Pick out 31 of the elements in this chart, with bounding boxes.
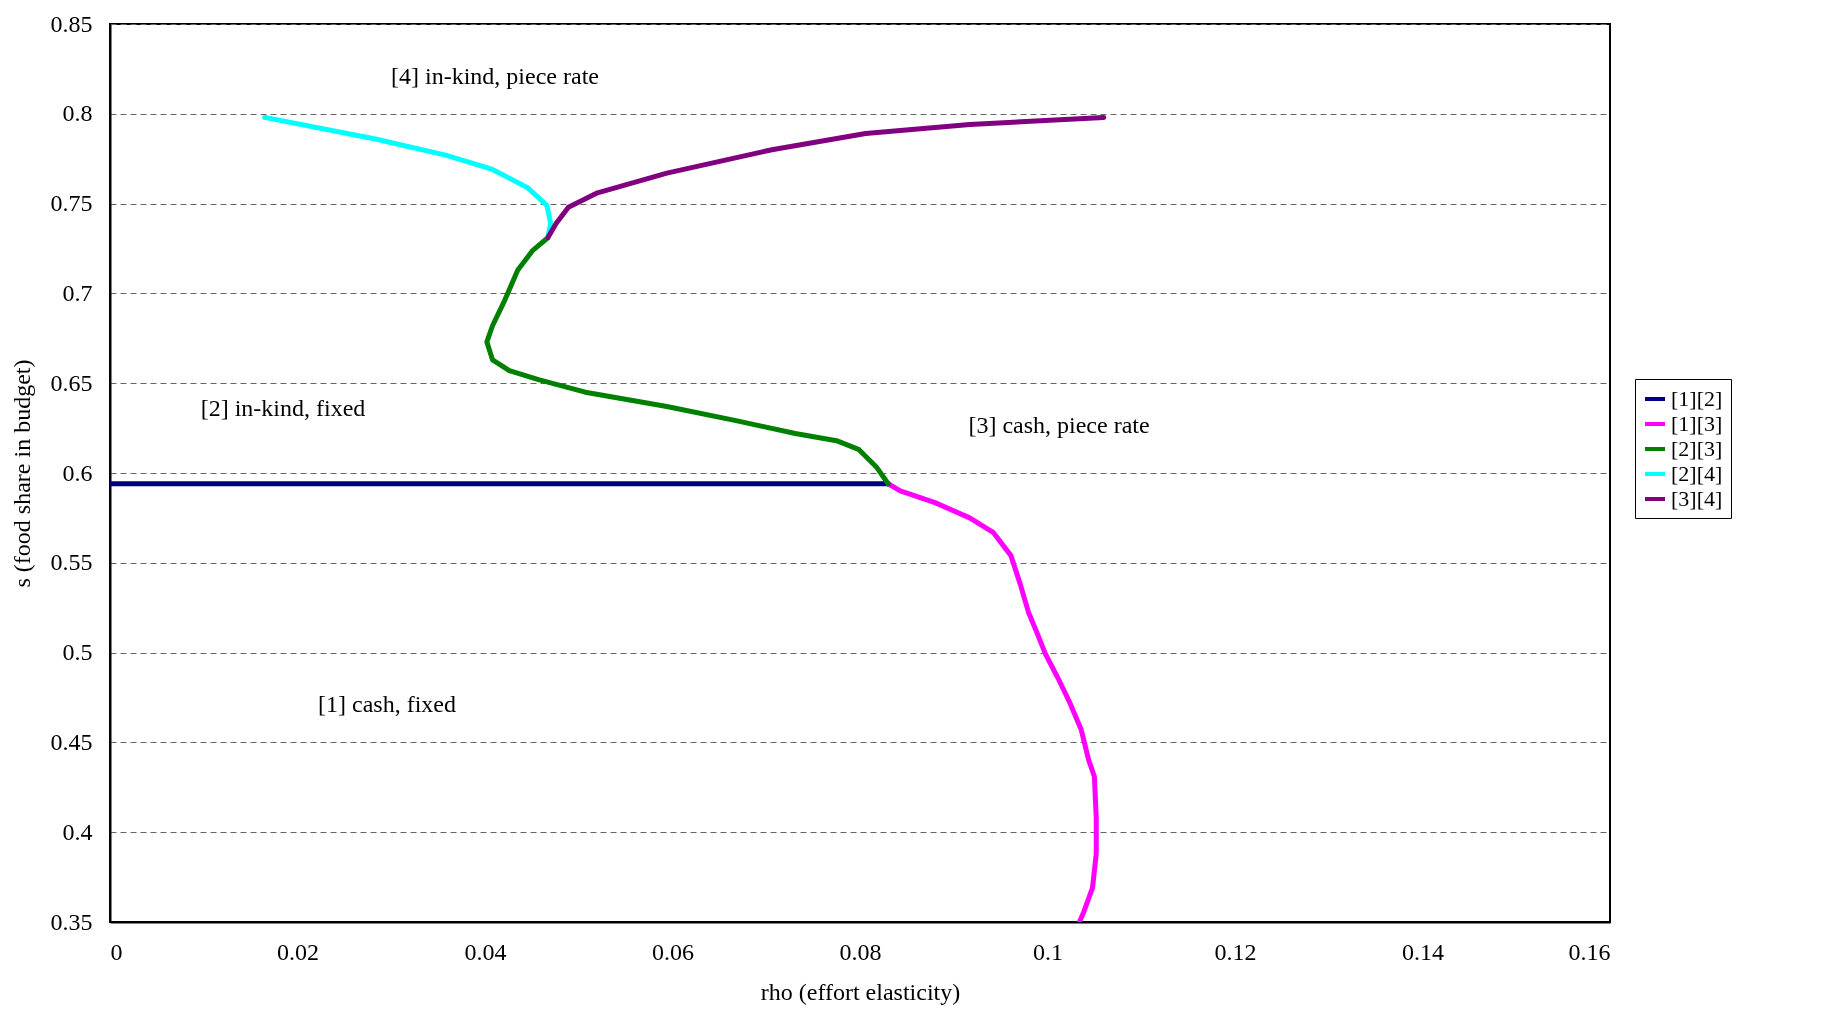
y-tick-label: 0.7 (62, 279, 93, 306)
x-tick-label: 0.12 (1214, 938, 1257, 965)
x-tick-label: 0.14 (1402, 938, 1444, 965)
y-tick-label: 0.65 (50, 369, 93, 396)
y-tick-label: 0.75 (50, 190, 93, 217)
annotation: [2] in-kind, fixed (200, 395, 366, 421)
y-tick-label: 0.4 (62, 818, 93, 845)
legend-label: [1][3] (1671, 411, 1723, 436)
y-tick-label: 0.55 (50, 549, 93, 576)
y-tick-label: 0.85 (50, 10, 93, 37)
x-tick-label: 0 (110, 938, 123, 965)
y-axis-title: s (food share in budget) (8, 359, 35, 588)
x-tick-label: 0.06 (652, 938, 694, 965)
x-axis-title: rho (effort elasticity) (760, 978, 961, 1005)
legend-label: [2][4] (1671, 461, 1723, 486)
x-tick-label: 0.04 (464, 938, 507, 965)
annotation: [1] cash, fixed (318, 691, 456, 717)
x-tick-label: 0.08 (839, 938, 882, 965)
x-tick-label: 0.16 (1568, 938, 1611, 965)
x-tick-label: 0.1 (1033, 938, 1063, 965)
y-tick-label: 0.8 (62, 100, 93, 127)
annotation: [4] in-kind, piece rate (391, 63, 599, 89)
y-tick-label: 0.6 (62, 459, 93, 486)
y-tick-label: 0.45 (50, 728, 93, 755)
y-tick-label: 0.5 (62, 639, 93, 666)
annotation: [3] cash, piece rate (968, 412, 1150, 438)
legend-label: [3][4] (1671, 486, 1723, 511)
y-tick-label: 0.35 (50, 908, 93, 935)
x-tick-label: 0.02 (277, 938, 319, 965)
legend-label: [1][2] (1671, 386, 1723, 411)
legend-label: [2][3] (1671, 436, 1723, 461)
